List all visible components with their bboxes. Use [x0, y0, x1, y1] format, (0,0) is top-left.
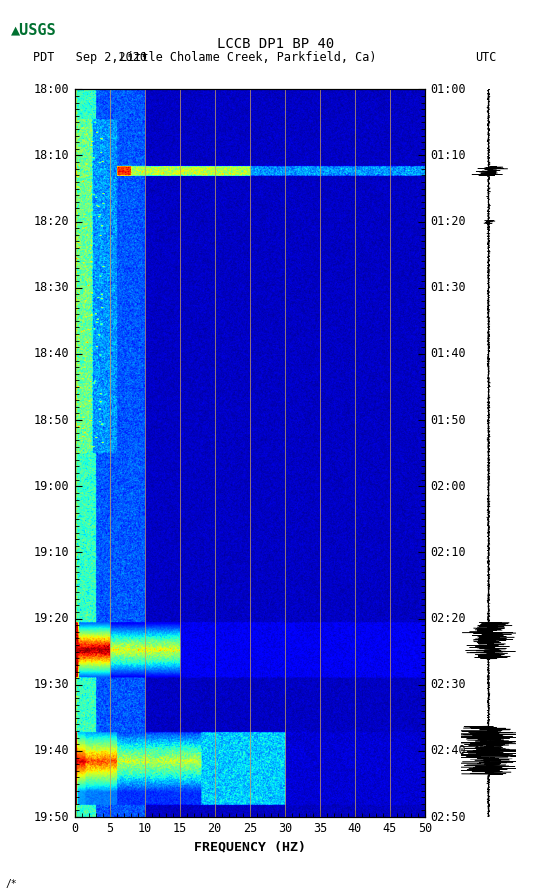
Text: PDT   Sep 2,2020: PDT Sep 2,2020 [33, 51, 147, 64]
X-axis label: FREQUENCY (HZ): FREQUENCY (HZ) [194, 840, 306, 854]
Text: Little Cholame Creek, Parkfield, Ca): Little Cholame Creek, Parkfield, Ca) [120, 51, 376, 64]
Text: ▲USGS: ▲USGS [11, 22, 57, 38]
Text: UTC: UTC [475, 51, 496, 64]
Text: LCCB DP1 BP 40: LCCB DP1 BP 40 [217, 37, 335, 51]
Text: /*: /* [6, 879, 17, 889]
